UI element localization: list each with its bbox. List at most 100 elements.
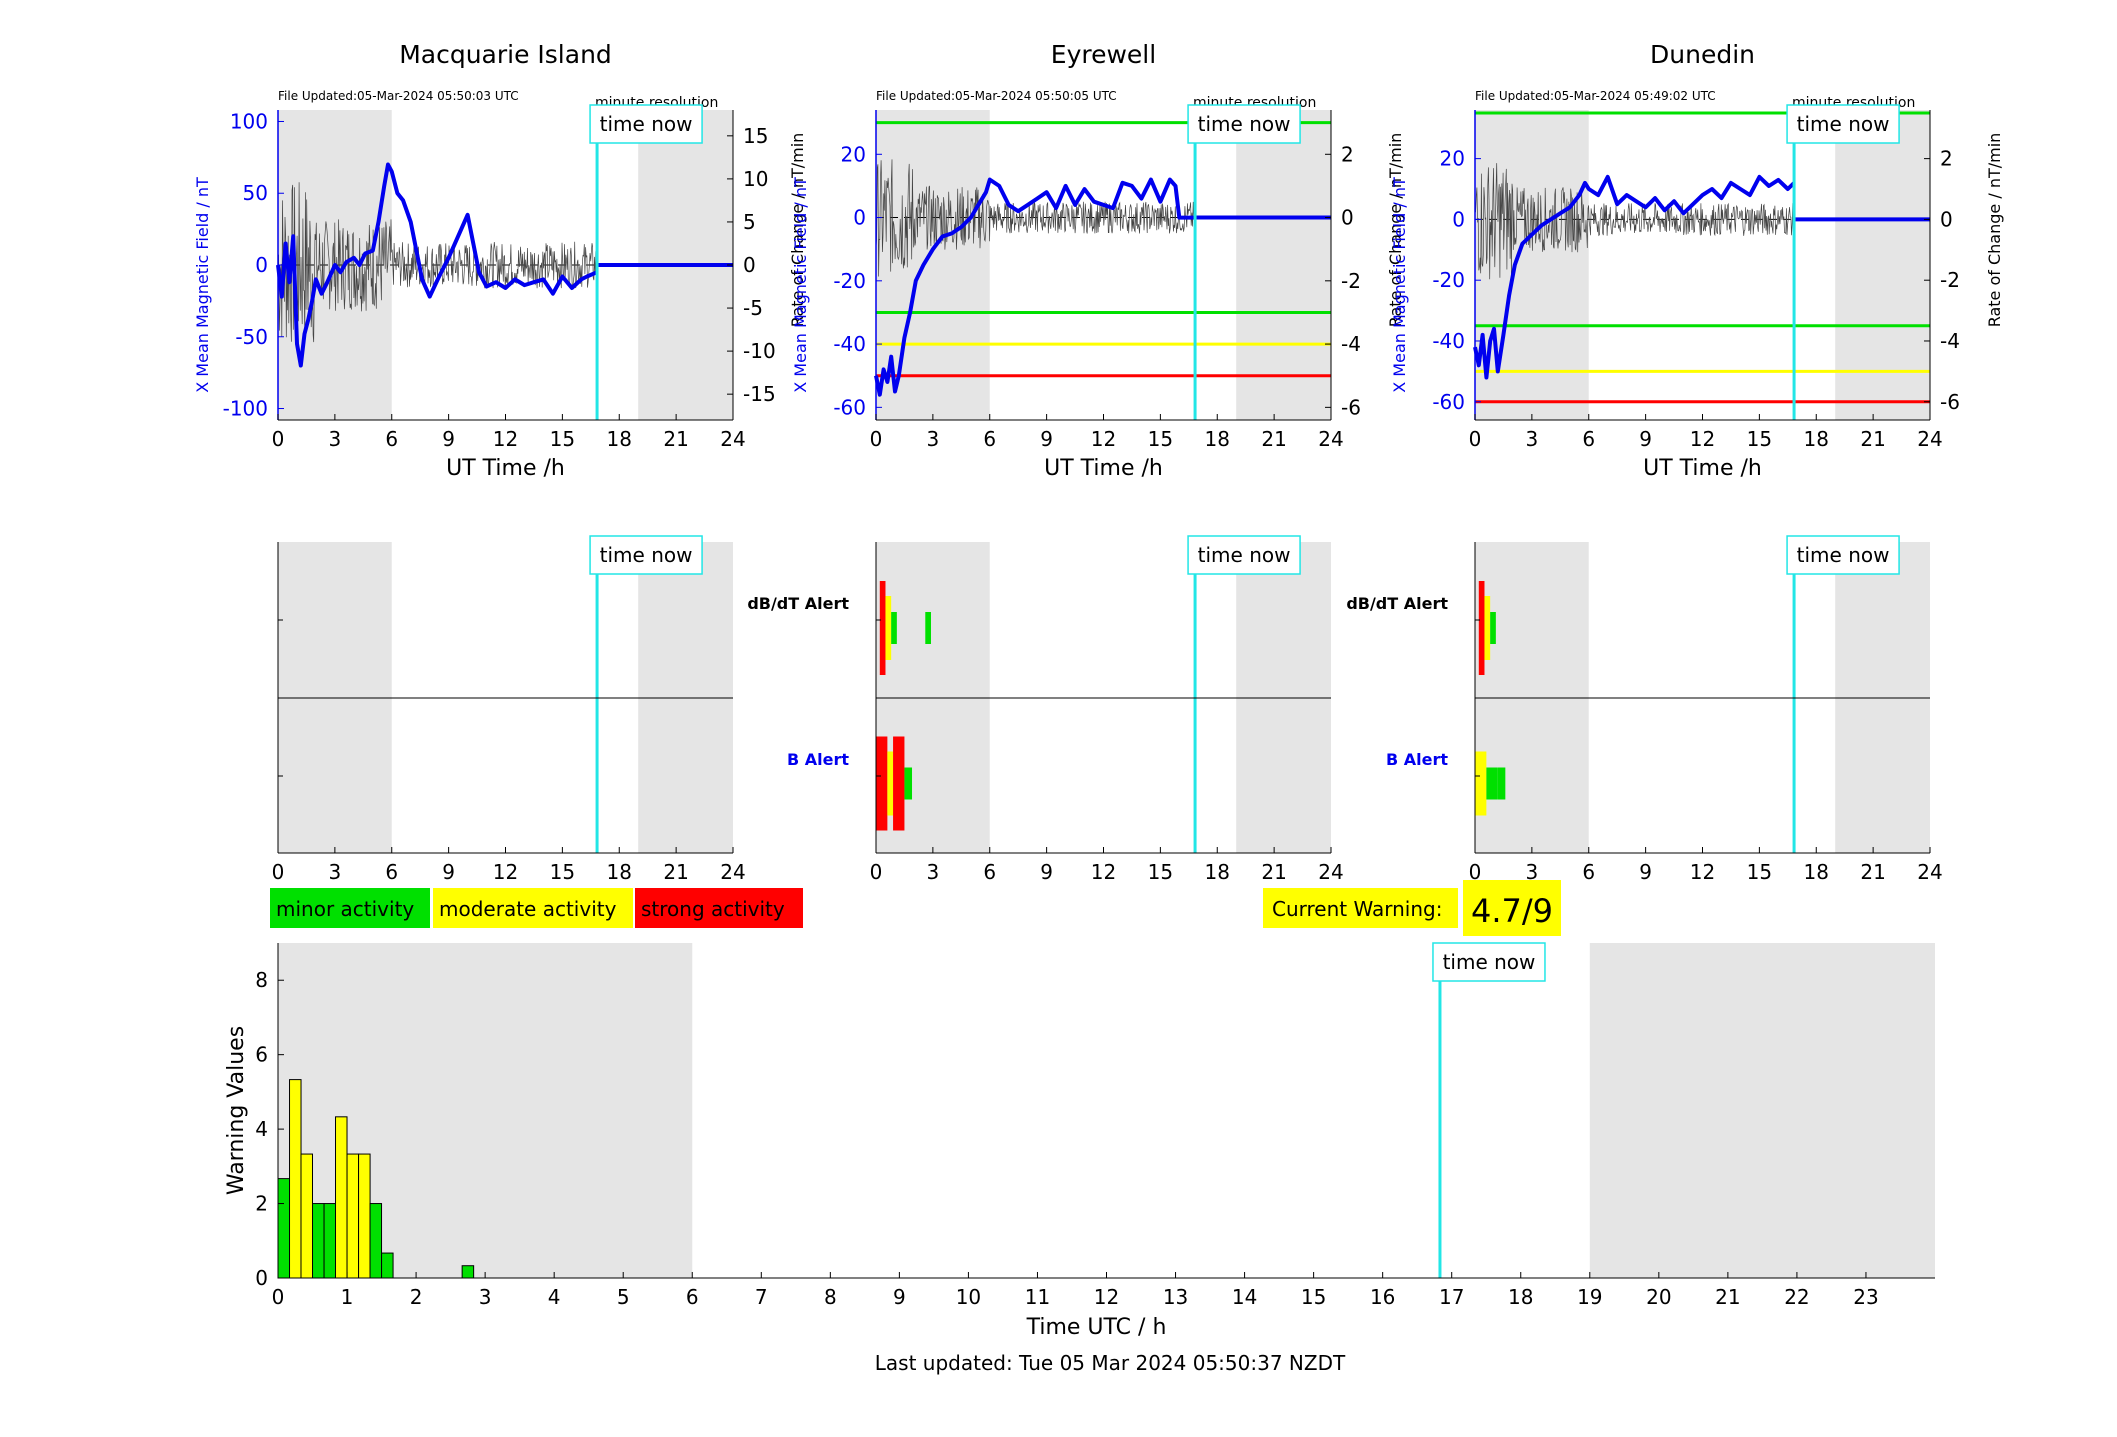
warning-bar [335, 1116, 348, 1279]
y-axis-label-right: Rate of Change / nT/min [1386, 133, 1405, 328]
x-tick-label: 3 [1526, 860, 1539, 884]
x-tick-label: 6 [385, 860, 398, 884]
y-tick-label: 2 [255, 1192, 268, 1216]
current-warning-value-box [1463, 880, 1561, 936]
y-axis-label-left: X Mean Magnetic Field / nT [791, 177, 810, 393]
time-now-box [589, 535, 703, 575]
x-tick-label: 9 [1040, 860, 1053, 884]
right-tick-label: 2 [1940, 147, 1953, 171]
warning-bar [461, 1265, 475, 1279]
magnetic-field-trace [1473, 174, 1796, 380]
x-tick-label: 18 [607, 860, 632, 884]
left-tick-label: -20 [1432, 268, 1465, 292]
right-tick-label: -15 [743, 382, 776, 406]
legend-strong-label: strong activity [641, 897, 785, 921]
x-tick-label: 4 [548, 1285, 561, 1309]
right-tick-label: 0 [1940, 207, 1953, 231]
x-tick-label: 17 [1439, 1285, 1464, 1309]
x-tick-label: 21 [1261, 427, 1286, 451]
right-tick-label: 0 [1341, 206, 1354, 230]
x-tick-label: 23 [1853, 1285, 1878, 1309]
b-alert-bar [904, 767, 913, 800]
station-title: Eyrewell [1051, 40, 1156, 69]
left-tick-label: 0 [853, 206, 866, 230]
dbdt-alert-bar [925, 612, 931, 644]
x-axis-label: UT Time /h [446, 456, 565, 481]
x-tick-label: 18 [1205, 427, 1230, 451]
night-shade [1835, 110, 1930, 420]
x-tick-label: 7 [755, 1285, 768, 1309]
b-alert-bar [1475, 751, 1487, 816]
warning-bar [381, 1252, 394, 1279]
y-tick-label: 0 [255, 1266, 268, 1290]
rate-of-change-trace [1474, 163, 1795, 280]
night-shade [1589, 943, 1935, 1278]
legend-moderate-label: moderate activity [439, 897, 617, 921]
x-tick-label: 0 [870, 860, 883, 884]
y-axis-label-right: Rate of Change / nT/min [1985, 133, 2004, 328]
time-now-label: time now [600, 112, 693, 136]
x-tick-label: 24 [1917, 860, 1942, 884]
file-updated: File Updated:05-Mar-2024 05:50:03 UTC [278, 89, 519, 103]
alert-plot: time now 0 3 6 9 12 15 18 21 24 [272, 535, 746, 884]
x-tick-label: 3 [1526, 427, 1539, 451]
x-tick-label: 9 [442, 427, 455, 451]
warning-bar [358, 1153, 371, 1279]
time-now-box [1432, 942, 1546, 982]
x-tick-label: 14 [1232, 1285, 1257, 1309]
x-tick-label: 5 [617, 1285, 630, 1309]
x-tick-label: 9 [442, 860, 455, 884]
x-tick-label: 21 [1715, 1285, 1740, 1309]
x-tick-label: 15 [1301, 1285, 1326, 1309]
left-tick-label: -100 [223, 397, 268, 421]
warning-bar [312, 1203, 325, 1279]
left-tick-label: -60 [833, 395, 866, 419]
time-now-box [1187, 535, 1301, 575]
right-tick-label: 2 [1341, 142, 1354, 166]
b-alert-bar [876, 736, 888, 831]
night-shade [1475, 110, 1589, 420]
dbdt-alert-bar [1484, 596, 1491, 660]
x-tick-label: 9 [1639, 860, 1652, 884]
x-tick-label: 16 [1370, 1285, 1395, 1309]
legend-minor-swatch [270, 888, 430, 928]
time-now-box [1187, 104, 1301, 144]
x-tick-label: 13 [1163, 1285, 1188, 1309]
left-tick-label: 0 [1452, 207, 1465, 231]
left-tick-label: -40 [1432, 329, 1465, 353]
current-warning: Current Warning: 4.7/9 [1263, 880, 1561, 936]
magnetic-field-trace [276, 162, 598, 368]
current-warning-label: Current Warning: [1272, 897, 1442, 921]
night-shade [876, 110, 990, 420]
x-tick-label: 12 [1094, 1285, 1119, 1309]
current-warning-value: 4.7/9 [1471, 892, 1553, 930]
warning-bar [346, 1153, 360, 1279]
x-tick-label: 2 [410, 1285, 423, 1309]
x-axis-label: Time UTC / h [1026, 1315, 1167, 1340]
x-tick-label: 0 [870, 427, 883, 451]
x-tick-label: 15 [1148, 427, 1173, 451]
left-tick-label: 0 [255, 253, 268, 277]
x-tick-label: 10 [956, 1285, 981, 1309]
x-tick-label: 24 [1917, 427, 1942, 451]
rate-of-change-trace [875, 159, 1196, 277]
warning-bar [300, 1153, 314, 1279]
x-tick-label: 18 [1804, 427, 1829, 451]
x-tick-label: 24 [720, 860, 745, 884]
right-tick-label: -5 [743, 296, 763, 320]
right-tick-label: -6 [1940, 390, 1960, 414]
right-tick-label: 0 [743, 253, 756, 277]
x-tick-label: 21 [663, 427, 688, 451]
time-now-label: time now [1797, 543, 1890, 567]
x-tick-label: 24 [720, 427, 745, 451]
x-tick-label: 24 [1318, 860, 1343, 884]
left-tick-label: -50 [235, 325, 268, 349]
y-axis-label-right: Rate of Change / nT/min [788, 133, 807, 328]
x-tick-label: 6 [686, 1285, 699, 1309]
dbdt-alert-bar [891, 612, 897, 644]
left-tick-label: -20 [833, 269, 866, 293]
x-tick-label: 3 [329, 860, 342, 884]
right-tick-label: 5 [743, 210, 756, 234]
